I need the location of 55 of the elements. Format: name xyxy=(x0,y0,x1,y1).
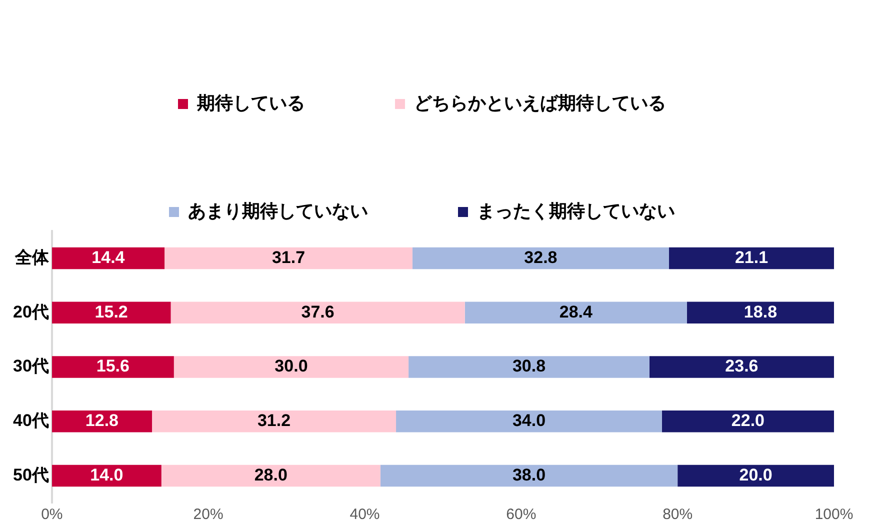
bar xyxy=(174,356,409,378)
data-label: 32.8 xyxy=(524,248,558,267)
x-tick-label: 60% xyxy=(506,506,536,524)
x-tick-label: 100% xyxy=(814,506,854,524)
bar xyxy=(161,464,380,487)
data-label: 20.0 xyxy=(739,465,772,484)
bar xyxy=(52,464,162,487)
y-tick-label: 20代 xyxy=(12,302,49,322)
y-tick-label: 50代 xyxy=(12,465,49,484)
bar xyxy=(52,302,171,324)
x-tick-label: 0% xyxy=(41,506,63,524)
y-tick-label: 全体 xyxy=(14,248,50,267)
bar xyxy=(678,464,834,487)
data-label: 18.8 xyxy=(744,302,778,322)
bar xyxy=(662,410,834,432)
data-label: 34.0 xyxy=(512,411,546,430)
bar xyxy=(686,302,834,324)
data-label: 31.7 xyxy=(272,248,306,267)
data-label: 37.6 xyxy=(301,302,334,322)
data-label: 23.6 xyxy=(725,356,758,376)
bar xyxy=(52,247,165,270)
x-tick-label: 80% xyxy=(662,506,693,524)
data-label: 15.6 xyxy=(96,356,130,376)
data-label: 14.4 xyxy=(92,248,126,267)
data-label: 22.0 xyxy=(731,411,765,430)
bar xyxy=(464,302,687,324)
bar xyxy=(152,410,396,432)
legend-label: まったく期待していない xyxy=(477,200,675,221)
y-tick-label: 30代 xyxy=(12,356,49,376)
data-label: 14.0 xyxy=(90,465,124,484)
bar xyxy=(170,302,465,324)
bar xyxy=(52,356,174,378)
legend-label: どちらかといえば期待している xyxy=(414,92,666,113)
x-tick-label: 20% xyxy=(193,506,224,524)
data-label: 21.1 xyxy=(734,248,768,267)
data-label: 30.0 xyxy=(274,356,308,376)
x-tick-label: 40% xyxy=(350,506,380,524)
legend-label: あまり期待していない xyxy=(188,200,368,221)
bar xyxy=(649,356,834,378)
bar xyxy=(408,356,650,378)
bar xyxy=(380,464,678,487)
data-label: 38.0 xyxy=(512,465,546,484)
data-label: 15.2 xyxy=(94,302,128,322)
bar xyxy=(668,247,834,270)
bar xyxy=(164,247,412,270)
data-label: 30.8 xyxy=(512,356,546,376)
data-label: 28.4 xyxy=(559,302,593,322)
data-label: 31.2 xyxy=(257,411,291,430)
legend-label: 期待している xyxy=(196,92,305,113)
data-label: 28.0 xyxy=(254,465,288,484)
bar xyxy=(412,247,669,270)
bar xyxy=(52,410,152,432)
data-label: 12.8 xyxy=(85,411,119,430)
y-tick-label: 40代 xyxy=(12,411,49,430)
bar xyxy=(396,410,662,432)
